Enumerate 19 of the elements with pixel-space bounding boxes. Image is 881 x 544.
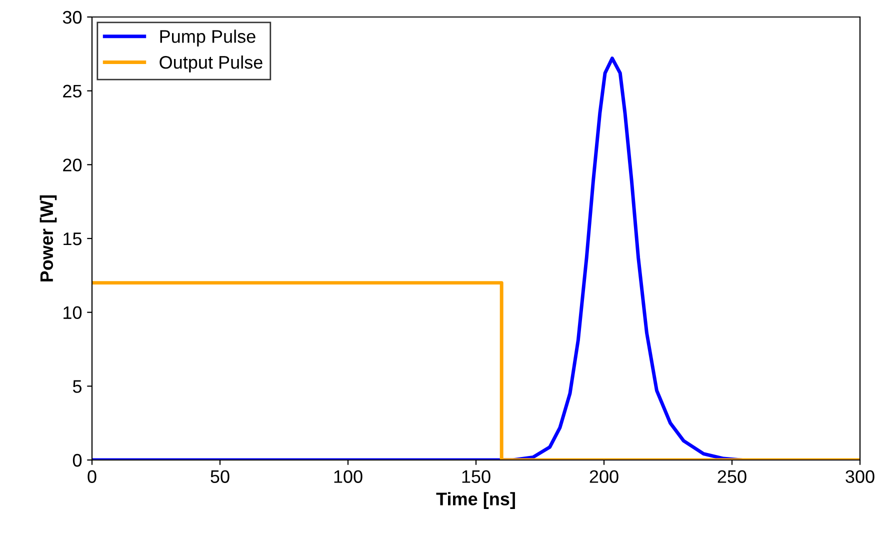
- x-tick-label: 150: [462, 470, 490, 483]
- y-tick-label: 15: [64, 232, 82, 246]
- y-tick-label: 20: [63, 158, 82, 172]
- legend-label: Output Pulse: [160, 56, 262, 72]
- y-axis-title: Power [W]: [40, 195, 57, 282]
- x-tick-label: 200: [590, 470, 618, 483]
- x-tick-label: 50: [210, 470, 230, 483]
- y-tick-label: 10: [64, 306, 82, 320]
- legend-label: Pump Pulse: [160, 30, 256, 46]
- y-tick-label: 25: [63, 84, 82, 98]
- x-tick-label: 0: [88, 470, 96, 483]
- y-tick-label: 30: [62, 10, 82, 24]
- line-series: [92, 56, 742, 460]
- x-tick-label: 250: [718, 470, 746, 483]
- x-axis-title: Time [ns]: [436, 492, 515, 509]
- x-tick-label: 300: [846, 470, 874, 483]
- y-tick-label: 5: [72, 380, 82, 393]
- x-tick-label: 100: [334, 470, 362, 483]
- y-tick-label: 0: [72, 454, 82, 467]
